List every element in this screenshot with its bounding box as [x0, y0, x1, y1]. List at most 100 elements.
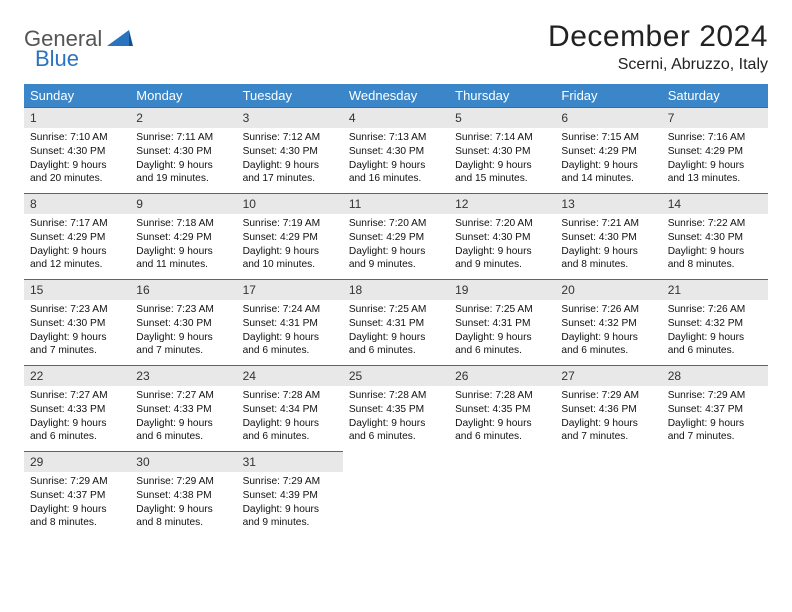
- header: General December 2024 Scerni, Abruzzo, I…: [24, 20, 768, 74]
- daylight-line2: and 8 minutes.: [136, 516, 230, 530]
- day-number: 20: [555, 279, 661, 300]
- sunrise-text: Sunrise: 7:24 AM: [243, 303, 337, 317]
- sunset-text: Sunset: 4:30 PM: [349, 145, 443, 159]
- daylight-line2: and 19 minutes.: [136, 172, 230, 186]
- daylight-line1: Daylight: 9 hours: [455, 417, 549, 431]
- weekday-header: Saturday: [662, 84, 768, 107]
- calendar-cell: 5Sunrise: 7:14 AMSunset: 4:30 PMDaylight…: [449, 107, 555, 193]
- sunrise-text: Sunrise: 7:29 AM: [561, 389, 655, 403]
- daylight-line2: and 11 minutes.: [136, 258, 230, 272]
- daylight-line2: and 10 minutes.: [243, 258, 337, 272]
- sunrise-text: Sunrise: 7:29 AM: [30, 475, 124, 489]
- title-block: December 2024 Scerni, Abruzzo, Italy: [548, 20, 768, 74]
- sunset-text: Sunset: 4:35 PM: [349, 403, 443, 417]
- day-details: Sunrise: 7:15 AMSunset: 4:29 PMDaylight:…: [555, 128, 661, 188]
- day-details: Sunrise: 7:27 AMSunset: 4:33 PMDaylight:…: [130, 386, 236, 446]
- daylight-line1: Daylight: 9 hours: [349, 159, 443, 173]
- day-details: Sunrise: 7:23 AMSunset: 4:30 PMDaylight:…: [130, 300, 236, 360]
- day-details: Sunrise: 7:13 AMSunset: 4:30 PMDaylight:…: [343, 128, 449, 188]
- sunset-text: Sunset: 4:30 PM: [455, 231, 549, 245]
- daylight-line1: Daylight: 9 hours: [668, 417, 762, 431]
- daylight-line1: Daylight: 9 hours: [243, 245, 337, 259]
- calendar-cell: 27Sunrise: 7:29 AMSunset: 4:36 PMDayligh…: [555, 365, 661, 451]
- day-number: 31: [237, 451, 343, 472]
- sunset-text: Sunset: 4:31 PM: [243, 317, 337, 331]
- sunset-text: Sunset: 4:30 PM: [30, 317, 124, 331]
- sunset-text: Sunset: 4:29 PM: [349, 231, 443, 245]
- day-details: Sunrise: 7:27 AMSunset: 4:33 PMDaylight:…: [24, 386, 130, 446]
- day-number: 17: [237, 279, 343, 300]
- sunrise-text: Sunrise: 7:27 AM: [30, 389, 124, 403]
- sunrise-text: Sunrise: 7:13 AM: [349, 131, 443, 145]
- daylight-line1: Daylight: 9 hours: [30, 159, 124, 173]
- day-number: 25: [343, 365, 449, 386]
- daylight-line1: Daylight: 9 hours: [30, 417, 124, 431]
- day-details: Sunrise: 7:10 AMSunset: 4:30 PMDaylight:…: [24, 128, 130, 188]
- day-details: Sunrise: 7:23 AMSunset: 4:30 PMDaylight:…: [24, 300, 130, 360]
- sunset-text: Sunset: 4:33 PM: [136, 403, 230, 417]
- calendar-cell: 28Sunrise: 7:29 AMSunset: 4:37 PMDayligh…: [662, 365, 768, 451]
- sunrise-text: Sunrise: 7:16 AM: [668, 131, 762, 145]
- daylight-line2: and 7 minutes.: [668, 430, 762, 444]
- daylight-line1: Daylight: 9 hours: [349, 331, 443, 345]
- weekday-header: Friday: [555, 84, 661, 107]
- calendar-cell: 8Sunrise: 7:17 AMSunset: 4:29 PMDaylight…: [24, 193, 130, 279]
- location-label: Scerni, Abruzzo, Italy: [548, 56, 768, 74]
- calendar-cell: 20Sunrise: 7:26 AMSunset: 4:32 PMDayligh…: [555, 279, 661, 365]
- sunrise-text: Sunrise: 7:26 AM: [668, 303, 762, 317]
- sunrise-text: Sunrise: 7:10 AM: [30, 131, 124, 145]
- day-number: 22: [24, 365, 130, 386]
- sunrise-text: Sunrise: 7:28 AM: [349, 389, 443, 403]
- calendar-cell: 15Sunrise: 7:23 AMSunset: 4:30 PMDayligh…: [24, 279, 130, 365]
- calendar-cell: 9Sunrise: 7:18 AMSunset: 4:29 PMDaylight…: [130, 193, 236, 279]
- calendar-cell: 16Sunrise: 7:23 AMSunset: 4:30 PMDayligh…: [130, 279, 236, 365]
- day-details: Sunrise: 7:19 AMSunset: 4:29 PMDaylight:…: [237, 214, 343, 274]
- daylight-line2: and 7 minutes.: [136, 344, 230, 358]
- daylight-line1: Daylight: 9 hours: [136, 503, 230, 517]
- day-details: Sunrise: 7:25 AMSunset: 4:31 PMDaylight:…: [449, 300, 555, 360]
- sunrise-text: Sunrise: 7:26 AM: [561, 303, 655, 317]
- daylight-line1: Daylight: 9 hours: [349, 245, 443, 259]
- calendar-cell: 11Sunrise: 7:20 AMSunset: 4:29 PMDayligh…: [343, 193, 449, 279]
- daylight-line2: and 6 minutes.: [30, 430, 124, 444]
- daylight-line2: and 7 minutes.: [561, 430, 655, 444]
- day-number: 29: [24, 451, 130, 472]
- daylight-line1: Daylight: 9 hours: [455, 245, 549, 259]
- calendar-cell: [343, 451, 449, 537]
- sunset-text: Sunset: 4:35 PM: [455, 403, 549, 417]
- sunset-text: Sunset: 4:29 PM: [668, 145, 762, 159]
- sunrise-text: Sunrise: 7:28 AM: [243, 389, 337, 403]
- daylight-line2: and 6 minutes.: [668, 344, 762, 358]
- day-number: 14: [662, 193, 768, 214]
- daylight-line2: and 17 minutes.: [243, 172, 337, 186]
- calendar-table: Sunday Monday Tuesday Wednesday Thursday…: [24, 84, 768, 537]
- sunrise-text: Sunrise: 7:27 AM: [136, 389, 230, 403]
- sunrise-text: Sunrise: 7:17 AM: [30, 217, 124, 231]
- calendar-cell: 31Sunrise: 7:29 AMSunset: 4:39 PMDayligh…: [237, 451, 343, 537]
- daylight-line1: Daylight: 9 hours: [30, 331, 124, 345]
- daylight-line1: Daylight: 9 hours: [30, 503, 124, 517]
- day-number: 5: [449, 107, 555, 128]
- daylight-line2: and 7 minutes.: [30, 344, 124, 358]
- day-details: Sunrise: 7:21 AMSunset: 4:30 PMDaylight:…: [555, 214, 661, 274]
- daylight-line2: and 8 minutes.: [668, 258, 762, 272]
- daylight-line1: Daylight: 9 hours: [136, 331, 230, 345]
- daylight-line1: Daylight: 9 hours: [243, 331, 337, 345]
- calendar-cell: 25Sunrise: 7:28 AMSunset: 4:35 PMDayligh…: [343, 365, 449, 451]
- day-number: 7: [662, 107, 768, 128]
- day-details: Sunrise: 7:29 AMSunset: 4:36 PMDaylight:…: [555, 386, 661, 446]
- day-details: Sunrise: 7:20 AMSunset: 4:30 PMDaylight:…: [449, 214, 555, 274]
- weekday-header: Monday: [130, 84, 236, 107]
- day-number: 21: [662, 279, 768, 300]
- daylight-line1: Daylight: 9 hours: [668, 245, 762, 259]
- sunset-text: Sunset: 4:30 PM: [136, 317, 230, 331]
- day-number: 1: [24, 107, 130, 128]
- sunrise-text: Sunrise: 7:29 AM: [136, 475, 230, 489]
- sunset-text: Sunset: 4:32 PM: [668, 317, 762, 331]
- sunset-text: Sunset: 4:36 PM: [561, 403, 655, 417]
- sunset-text: Sunset: 4:30 PM: [136, 145, 230, 159]
- calendar-week-row: 1Sunrise: 7:10 AMSunset: 4:30 PMDaylight…: [24, 107, 768, 193]
- daylight-line2: and 6 minutes.: [349, 430, 443, 444]
- daylight-line1: Daylight: 9 hours: [136, 417, 230, 431]
- sunset-text: Sunset: 4:30 PM: [30, 145, 124, 159]
